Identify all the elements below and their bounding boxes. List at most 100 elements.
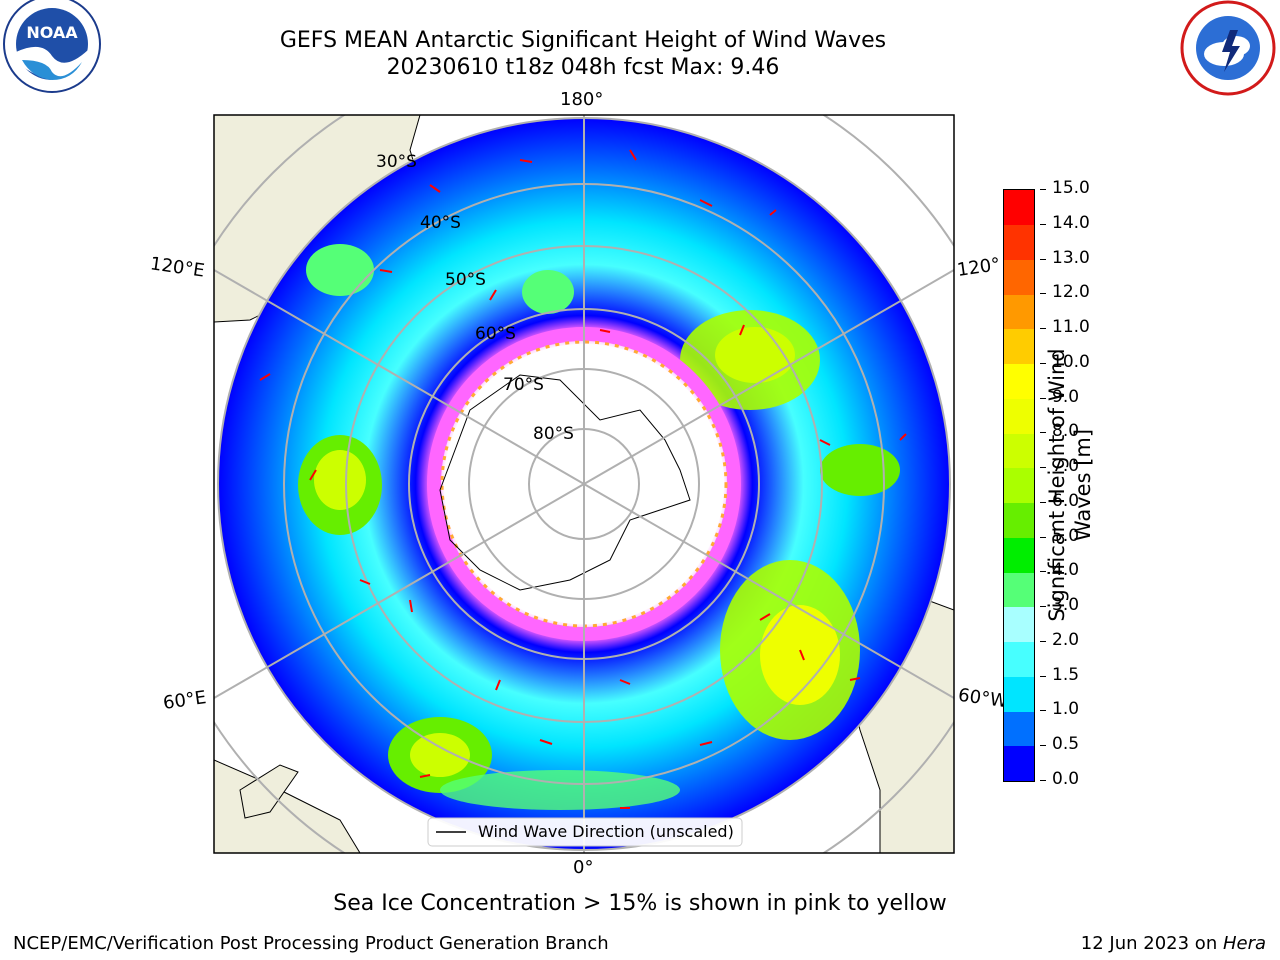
lat-label-30s: 30°S: [376, 152, 417, 172]
wave-arrow: [409, 599, 413, 613]
colorbar-segment: [1004, 676, 1034, 712]
colorbar-tick-mark: [1040, 606, 1046, 608]
noaa-logo-text: NOAA: [26, 23, 78, 42]
wave-arrow: [629, 149, 637, 161]
nws-logo: [1178, 0, 1278, 100]
colorbar-tick-label: 1.0: [1052, 699, 1080, 720]
footer-left: NCEP/EMC/Verification Post Processing Pr…: [13, 933, 609, 954]
wave-arrow: [359, 579, 371, 585]
colorbar-segment: [1004, 607, 1034, 642]
lat-label-50s: 50°S: [445, 270, 486, 290]
colorbar-tick-mark: [1040, 432, 1046, 434]
lon-label-top: 180°: [560, 89, 604, 110]
wave-arrow: [599, 329, 611, 333]
lat-label-40s: 40°S: [420, 213, 461, 233]
colorbar-segment: [1004, 259, 1034, 295]
colorbar-tick-label: 14.0: [1052, 212, 1090, 233]
land-antarctica: [439, 374, 691, 591]
map-legend: [427, 817, 743, 847]
colorbar-tick-label: 2.0: [1052, 629, 1080, 650]
colorbar-tick-mark: [1040, 293, 1046, 295]
colorbar-tick-mark: [1040, 258, 1046, 260]
colorbar-tick-mark: [1040, 640, 1046, 642]
map-frame: [213, 114, 955, 854]
colorbar-tick-mark: [1040, 397, 1046, 399]
noaa-logo: NOAA: [2, 0, 102, 100]
colorbar-tick-label: 7.0: [1052, 456, 1080, 477]
chart-title: GEFS MEAN Antarctic Significant Height o…: [279, 28, 887, 53]
sea-ice-note: Sea Ice Concentration > 15% is shown in …: [333, 891, 947, 916]
lat-label-80s: 80°S: [533, 424, 574, 444]
colorbar-tick-mark: [1040, 780, 1046, 781]
colorbar-tick-mark: [1040, 328, 1046, 330]
colorbar-segment: [1004, 329, 1034, 364]
colorbar-tick-mark: [1040, 536, 1046, 538]
colorbar-tick-mark: [1040, 571, 1046, 573]
colorbar-segment: [1004, 503, 1034, 538]
lat-label-70s: 70°S: [503, 375, 544, 395]
wave-arrow: [539, 739, 553, 745]
colorbar-tick-label: 5.0: [1052, 525, 1080, 546]
colorbar-segment: [1004, 642, 1034, 677]
colorbar-tick-mark: [1040, 745, 1046, 747]
colorbar-tick-mark: [1040, 710, 1046, 712]
wave-arrow: [309, 469, 317, 481]
footer-host: Hera: [1222, 933, 1266, 954]
colorbar-tick-mark: [1040, 501, 1046, 503]
wave-arrow: [699, 199, 713, 207]
colorbar-tick-label: 9.0: [1052, 386, 1080, 407]
wave-arrow: [259, 373, 271, 381]
colorbar: [1003, 189, 1035, 782]
colorbar-segment: [1004, 190, 1034, 225]
footer-right: 12 Jun 2023 on Hera: [1081, 933, 1266, 954]
wave-arrow: [519, 159, 533, 163]
wave-arrow: [769, 209, 777, 216]
colorbar-tick-label: 4.0: [1052, 560, 1080, 581]
colorbar-segment: [1004, 364, 1034, 399]
wave-arrow: [619, 679, 631, 685]
wave-arrow: [379, 269, 393, 273]
wave-arrow: [819, 439, 831, 446]
lon-label-bottom: 0°: [573, 857, 594, 878]
footer-date: 12 Jun 2023 on: [1080, 933, 1223, 954]
colorbar-segment: [1004, 433, 1034, 469]
colorbar-segment: [1004, 572, 1034, 608]
colorbar-tick-label: 11.0: [1052, 317, 1090, 338]
colorbar-tick-label: 13.0: [1052, 247, 1090, 268]
colorbar-segment: [1004, 537, 1034, 573]
longitude-gridlines: [214, 115, 954, 853]
colorbar-label: Significant Height of Wind Waves [m]: [1045, 348, 1095, 622]
wave-arrow: [699, 741, 713, 746]
wave-arrow: [489, 289, 497, 301]
colorbar-segment: [1004, 294, 1034, 330]
wave-arrow: [759, 613, 771, 621]
colorbar-segment: [1004, 398, 1034, 434]
colorbar-tick-mark: [1040, 189, 1046, 190]
colorbar-tick-label: 12.0: [1052, 282, 1090, 303]
map-area: [214, 115, 954, 853]
colorbar-segment: [1004, 225, 1034, 260]
wave-arrow: [419, 774, 431, 778]
colorbar-tick-mark: [1040, 362, 1046, 364]
wave-arrow: [899, 433, 907, 441]
colorbar-tick-label: 0.5: [1052, 734, 1080, 755]
wave-arrow: [429, 184, 441, 193]
colorbar-tick-label: 10.0: [1052, 351, 1090, 372]
colorbar-tick-label: 3.0: [1052, 595, 1080, 616]
colorbar-tick-label: 6.0: [1052, 490, 1080, 511]
colorbar-tick-mark: [1040, 675, 1046, 677]
colorbar-segment: [1004, 746, 1034, 781]
colorbar-tick-label: 1.5: [1052, 664, 1080, 685]
wave-arrow: [495, 679, 501, 691]
wind-wave-arrows: [259, 149, 907, 809]
legend-label: Wind Wave Direction (unscaled): [478, 822, 734, 841]
colorbar-tick-label: 0.0: [1052, 769, 1080, 789]
colorbar-tick-mark: [1040, 223, 1046, 225]
chart-subtitle: 20230610 t18z 048h fcst Max: 9.46: [386, 55, 780, 80]
lat-label-60s: 60°S: [475, 324, 516, 344]
colorbar-tick-label: 15.0: [1052, 178, 1090, 198]
colorbar-tick-mark: [1040, 467, 1046, 469]
wave-arrow: [799, 649, 805, 661]
colorbar-segment: [1004, 711, 1034, 747]
